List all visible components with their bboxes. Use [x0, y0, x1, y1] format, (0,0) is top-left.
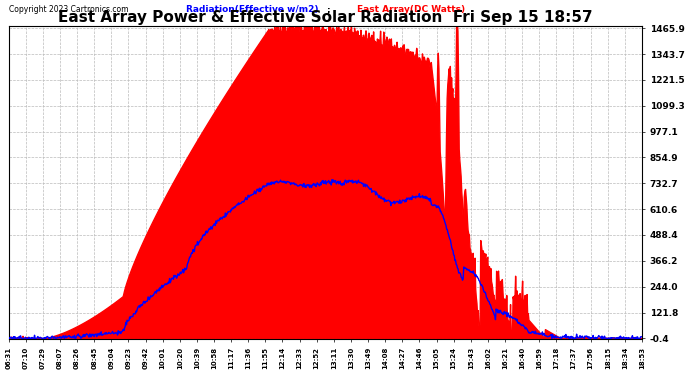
Title: East Array Power & Effective Solar Radiation  Fri Sep 15 18:57: East Array Power & Effective Solar Radia…	[58, 10, 593, 25]
Text: Radiation(Effective w/m2): Radiation(Effective w/m2)	[186, 4, 319, 13]
Text: ;: ;	[326, 4, 331, 13]
Text: East Array(DC Watts): East Array(DC Watts)	[357, 4, 465, 13]
Text: Copyright 2023 Cartronics.com: Copyright 2023 Cartronics.com	[8, 4, 128, 13]
